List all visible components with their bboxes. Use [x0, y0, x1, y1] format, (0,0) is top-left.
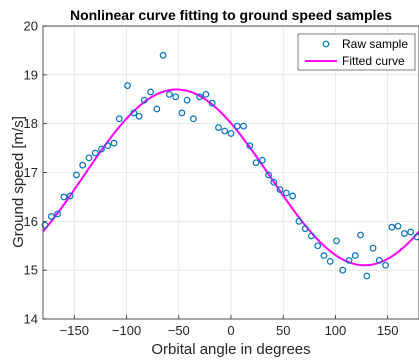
raw-sample-point	[165, 90, 173, 98]
y-tick-label: 16	[24, 214, 38, 229]
raw-sample-point	[276, 186, 284, 193]
y-tick-label: 17	[24, 165, 38, 180]
raw-sample-point	[202, 90, 210, 98]
raw-sample-point	[104, 142, 112, 150]
raw-sample-point	[301, 225, 309, 233]
raw-sample-point	[124, 82, 131, 89]
raw-sample-point	[85, 154, 93, 162]
raw-sample-point	[79, 161, 87, 169]
raw-sample-point	[189, 115, 197, 123]
raw-sample-point	[314, 242, 322, 250]
raw-sample-point	[246, 142, 254, 150]
raw-sample-point	[369, 244, 377, 252]
raw-sample-point	[345, 257, 353, 264]
raw-sample-point	[351, 252, 359, 259]
raw-sample-point	[289, 192, 297, 200]
raw-sample-point	[115, 115, 123, 123]
legend-label-fitted-curve: Fitted curve	[342, 54, 405, 68]
y-axis-label: Ground speed [m/s]	[10, 116, 27, 248]
raw-sample-point	[407, 228, 415, 236]
y-tick-label: 14	[24, 312, 38, 327]
raw-sample-point	[208, 99, 216, 107]
raw-sample-point	[333, 237, 340, 245]
chart-title: Nonlinear curve fitting to ground speed …	[70, 7, 392, 23]
raw-sample-point	[153, 105, 161, 113]
raw-sample-point	[265, 171, 273, 179]
x-tick-label: 50	[276, 323, 290, 338]
x-axis-label: Orbital angle in degrees	[151, 341, 310, 358]
raw-sample-point	[91, 149, 99, 157]
y-tick-label: 15	[24, 263, 38, 278]
x-tick-label: −50	[168, 323, 190, 338]
raw-sample-point	[183, 96, 191, 104]
raw-sample-point	[47, 213, 55, 220]
raw-sample-point	[66, 192, 74, 200]
y-tick-label: 19	[24, 67, 38, 82]
raw-sample-point	[252, 159, 260, 167]
raw-sample-point	[339, 266, 347, 274]
raw-sample-point	[159, 51, 167, 59]
raw-sample-point	[221, 127, 229, 135]
raw-sample-point	[400, 230, 408, 237]
raw-sample-point	[326, 257, 334, 265]
raw-sample-layer	[41, 51, 419, 280]
y-axis-ticks: 14 15 16 17 18 19 20	[24, 19, 47, 327]
legend: Raw sample Fitted curve	[297, 33, 416, 71]
raw-sample-point	[388, 223, 396, 231]
raw-sample-point	[363, 272, 371, 280]
raw-sample-point	[258, 156, 266, 164]
raw-sample-point	[172, 93, 180, 101]
raw-sample-point	[320, 252, 328, 259]
raw-sample-point	[233, 122, 241, 130]
raw-sample-point	[196, 93, 204, 101]
raw-sample-point	[98, 145, 105, 153]
x-tick-label: 0	[227, 323, 234, 338]
x-axis-ticks: −150 −100 −50 0 50 100 150	[60, 315, 399, 338]
raw-sample-point	[282, 189, 290, 197]
raw-sample-point	[135, 112, 143, 120]
raw-sample-point	[308, 232, 315, 240]
raw-sample-point	[110, 139, 118, 147]
raw-sample-point	[375, 257, 383, 264]
raw-sample-point	[413, 233, 419, 241]
x-tick-label: 100	[325, 323, 347, 338]
x-tick-label: 150	[377, 323, 399, 338]
raw-sample-point	[240, 122, 247, 130]
raw-sample-point	[357, 231, 364, 239]
raw-sample-point	[394, 222, 402, 230]
raw-sample-point	[215, 124, 222, 131]
raw-sample-point	[130, 109, 138, 117]
raw-sample-point	[382, 261, 389, 269]
raw-sample-point	[41, 221, 49, 229]
legend-box	[297, 33, 416, 71]
raw-sample-point	[227, 130, 235, 137]
legend-marker-raw-sample	[322, 40, 330, 48]
raw-sample-point	[147, 88, 154, 96]
y-tick-label: 20	[24, 19, 38, 34]
legend-label-raw-sample: Raw sample	[342, 37, 408, 51]
raw-sample-point	[178, 109, 186, 117]
raw-sample-point	[73, 171, 80, 179]
raw-sample-point	[295, 217, 303, 225]
raw-sample-point	[54, 210, 62, 218]
y-tick-label: 18	[24, 116, 38, 131]
raw-sample-point	[60, 193, 68, 201]
x-tick-label: −150	[60, 323, 89, 338]
raw-sample-point	[140, 96, 148, 104]
x-tick-label: −100	[112, 323, 141, 338]
raw-sample-point	[270, 178, 278, 186]
